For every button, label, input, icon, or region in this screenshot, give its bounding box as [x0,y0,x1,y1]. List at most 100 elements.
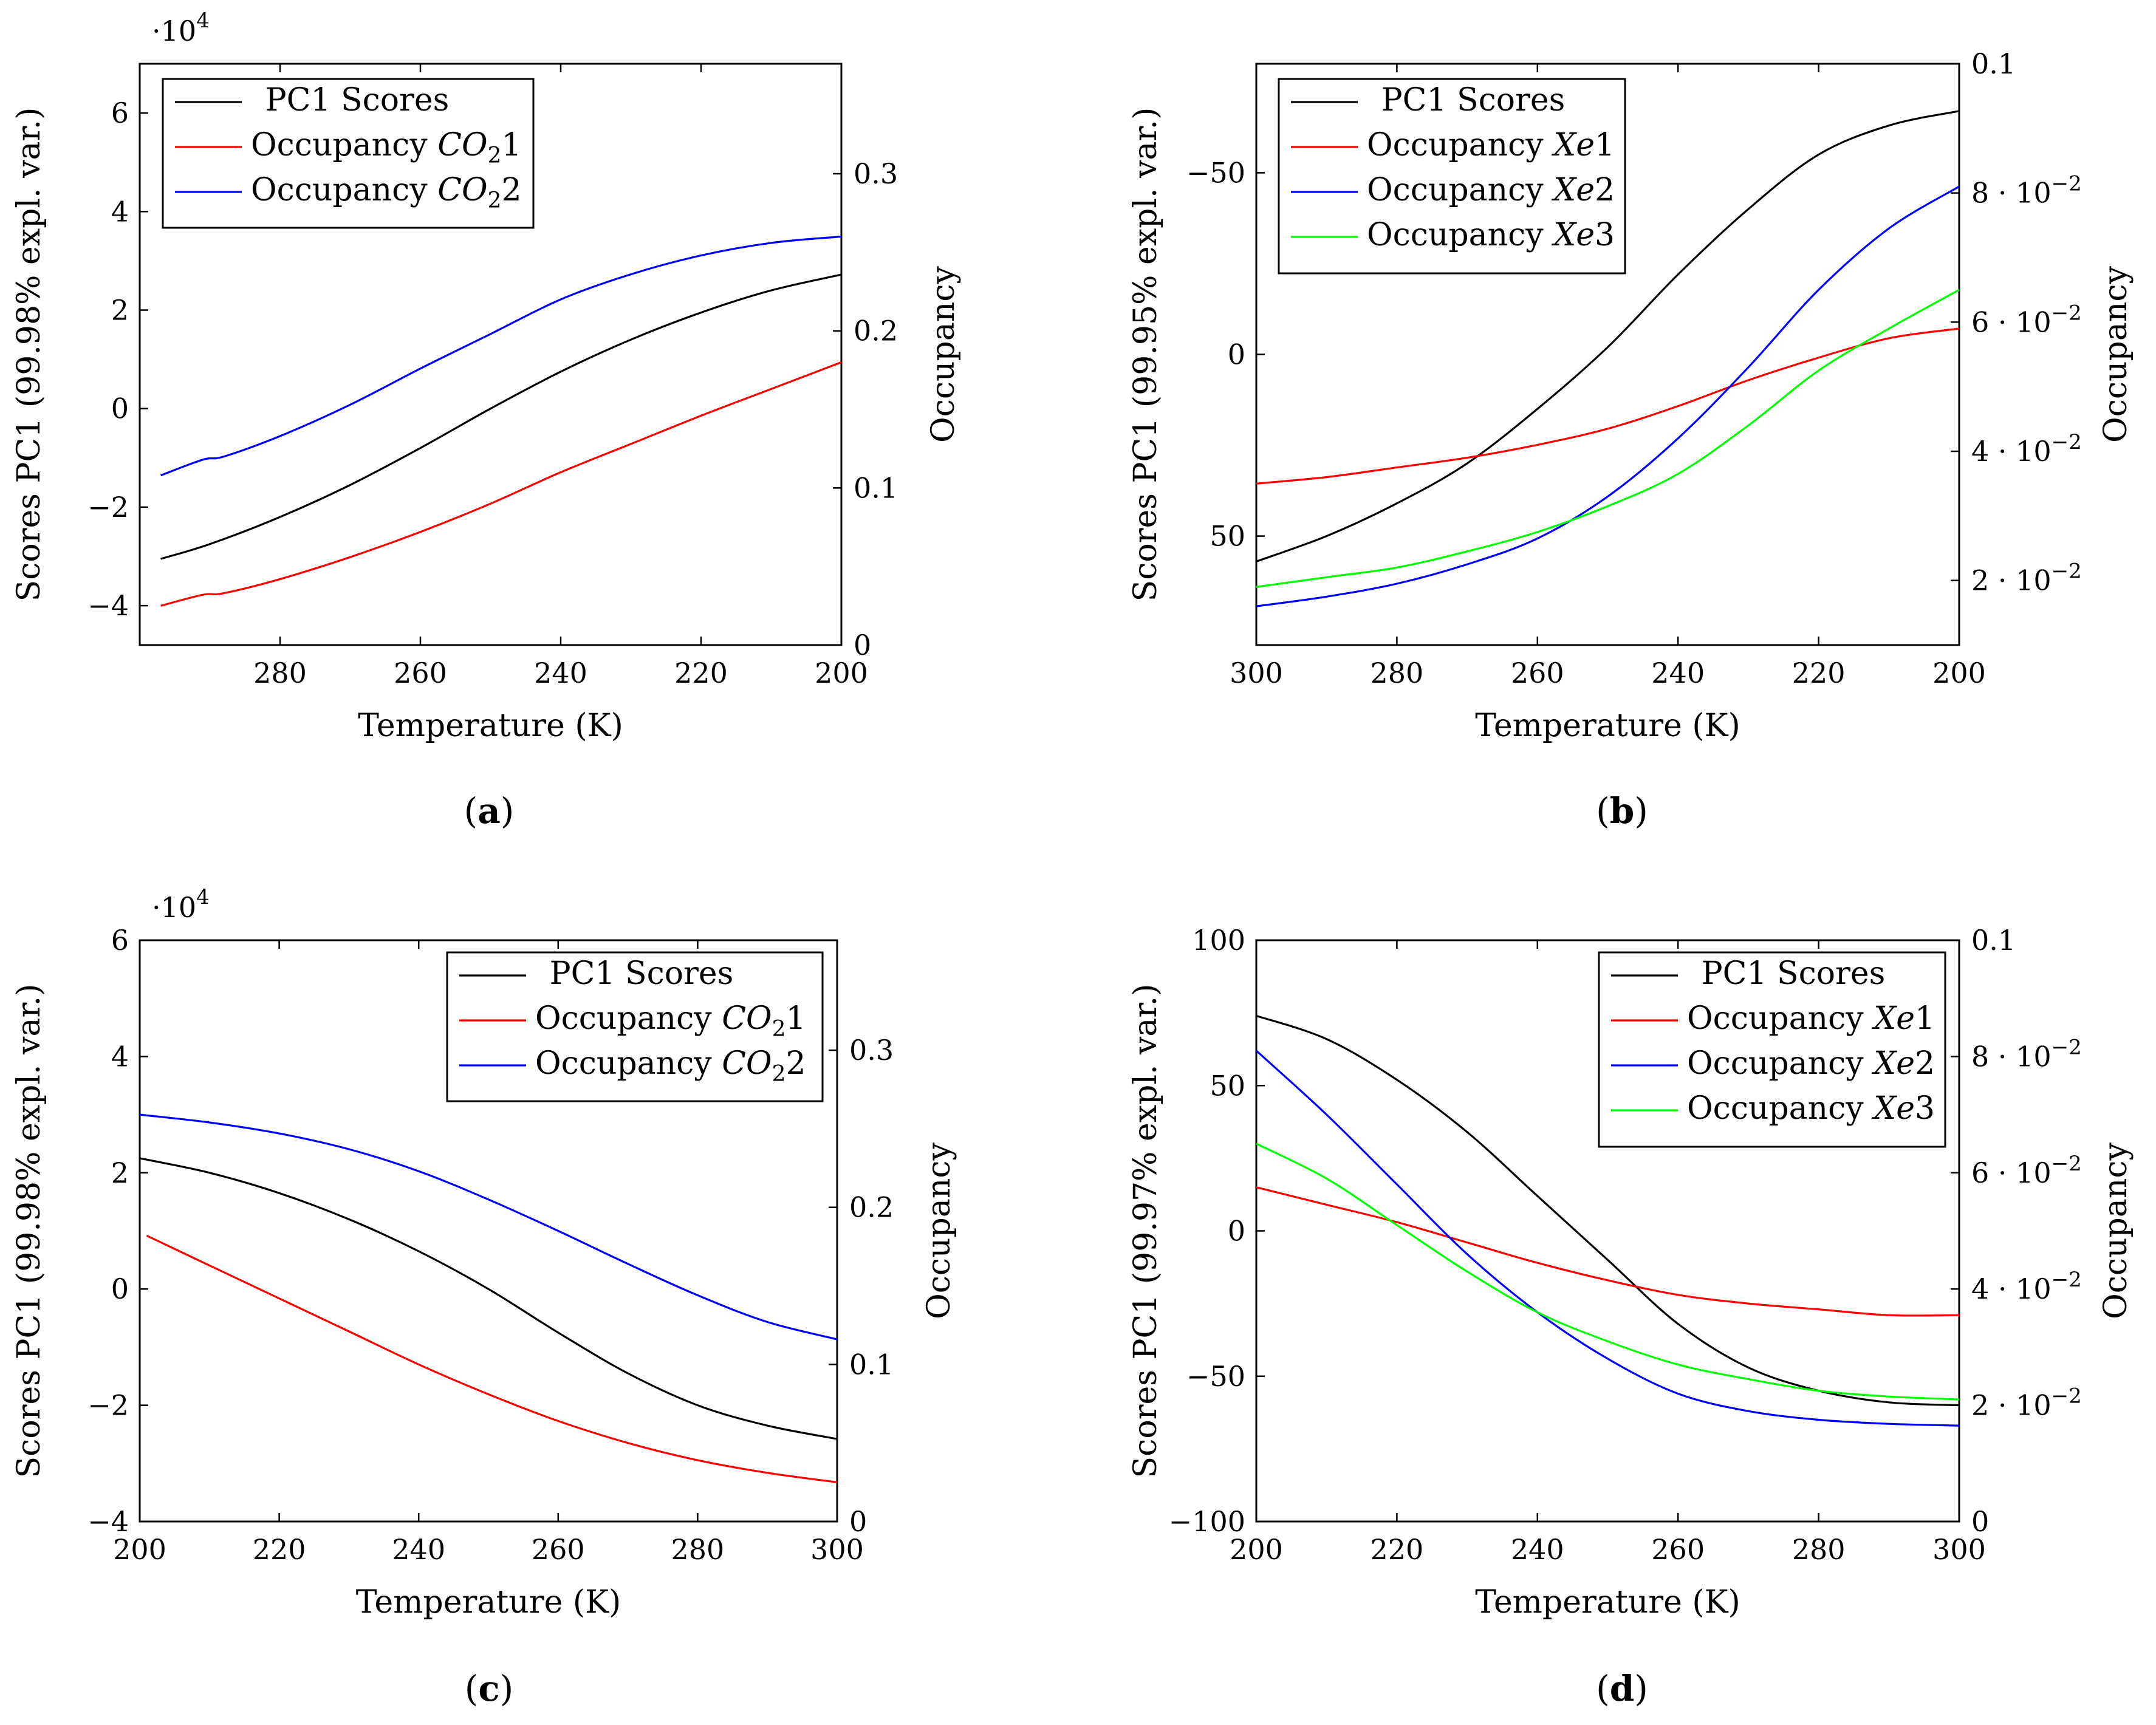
y2-tick-label: 8 · 10−2 [1971,172,2082,210]
series-line-4 [1256,1143,1960,1401]
y2-axis-label: Occupancy [2098,266,2134,443]
y-tick-label: 6 [111,97,129,129]
x-axis-label: Temperature (K) [358,708,623,744]
legend: PC1 Scores Occupancy Xe1 Occupancy Xe2 Occu… [1278,78,1626,275]
y2-tick-label: 0.2 [854,315,898,347]
x-tick-label: 280 [1370,657,1423,689]
y2-tick-label: 6 · 10−2 [1971,301,2082,338]
series-line-3 [1256,185,1960,607]
legend-label-italic: CO [722,1000,772,1037]
legend-label-italic: Xe [1551,127,1595,163]
y2-tick-label: 2 · 10−2 [1971,1384,2082,1422]
x-tick-label: 200 [113,1533,166,1566]
legend-label-subscript: 2 [488,188,502,213]
series-line-1 [1256,1014,1960,1407]
x-axis-label: Temperature (K) [1475,708,1740,744]
y-tick-label: −50 [1186,1360,1245,1393]
legend-label-italic: Xe [1551,217,1595,253]
plot-frame [139,63,843,646]
y-scale-exponent: 4 [196,9,210,33]
x-tick-label: 280 [1792,1533,1846,1566]
x-tick-label: 280 [253,657,307,689]
x-tick-label: 300 [1932,1533,1986,1566]
y2-tick-exponent: −2 [2052,1268,2082,1292]
legend-label-suffix: 2 [786,1045,806,1082]
y2-tick-exponent: −2 [2052,559,2082,584]
panel-caption: (b) [1596,790,1648,832]
y-tick-label: 50 [1210,1069,1245,1102]
series-line-2 [1256,1186,1960,1317]
y2-tick-exponent: −2 [2052,1035,2082,1059]
x-tick-label: 240 [1511,1533,1564,1566]
legend-label-italic: Xe [1871,1090,1915,1127]
series-line-4 [1256,289,1960,588]
y-tick-label: 2 [111,294,129,327]
y-axis-label: Scores PC1 (99.95% expl. var.) [1128,108,1164,602]
chart-panel-c: 200 220 240 260 280 300 −4 −2 0 2 4 6 0 0.1 0.2 0.3 ·104… [11,885,957,1709]
legend-label-italic: CO [722,1045,772,1082]
y2-tick-label: 2 · 10−2 [1971,559,2082,597]
legend-label-italic: CO [437,172,487,208]
x-tick-label: 220 [1370,1533,1423,1566]
legend-label-suffix: 1 [1595,127,1615,163]
legend-label-suffix: 2 [1595,172,1615,208]
panel-caption-close: ) [500,1668,514,1709]
x-tick-label: 260 [394,657,447,689]
series-line-2 [1256,327,1960,485]
y2-tick-exponent: −2 [2052,301,2082,325]
panel-caption-letter: a [477,790,501,832]
legend-box [162,78,535,229]
legend-label: Occupancy CO22 [535,1045,806,1087]
panel-caption-close: ) [501,790,515,832]
x-tick-label: 260 [1651,1533,1705,1566]
x-tick-label: 220 [1792,657,1846,689]
legend-label: Occupancy Xe1 [1367,127,1615,163]
y2-tick-exponent: −2 [2052,430,2082,454]
y-tick-label: 2 [111,1156,129,1189]
y-scale-label: ·104 [152,885,210,924]
x-tick-label: 220 [253,1533,306,1566]
y-tick-label: 6 [111,924,129,957]
y-axis-label: Scores PC1 (99.98% expl. var.) [11,984,47,1478]
y2-tick-exponent: −2 [2052,172,2082,196]
y2-tick-label: 0.3 [849,1034,894,1067]
panel-caption-close: ) [1634,790,1648,832]
y2-tick-label: 0 [1971,1505,1989,1538]
x-tick-label: 300 [1230,657,1283,689]
legend-label: Occupancy Xe2 [1687,1045,1935,1082]
panel-caption: (d) [1596,1668,1648,1709]
x-tick-label: 240 [1651,657,1705,689]
y-tick-label: 4 [111,195,129,228]
y2-tick-label: 0.1 [1971,924,2016,957]
y-scale-label: ·104 [152,9,210,47]
x-tick-label: 300 [810,1533,864,1566]
y2-axis-label: Occupancy [2098,1143,2134,1319]
x-tick-label: 280 [671,1533,724,1566]
legend-label-subscript: 2 [772,1062,786,1087]
y-tick-label: 4 [111,1040,129,1073]
x-tick-label: 200 [815,657,868,689]
y2-tick-label: 0 [849,1505,867,1538]
series-line-1 [160,273,842,560]
x-tick-label: 220 [674,657,728,689]
y2-tick-label: 0.3 [854,157,898,190]
series-line-2 [146,1234,838,1483]
y-tick-label: 0 [111,392,129,425]
legend-label: Occupancy CO22 [251,172,522,213]
panel-caption: (a) [464,790,515,832]
y2-tick-label: 4 · 10−2 [1971,1268,2082,1305]
legend-label-suffix: 2 [502,172,522,208]
legend-label: Occupancy Xe3 [1367,217,1615,253]
legend-label-suffix: 3 [1595,217,1615,253]
legend-label: PC1 Scores [550,955,734,992]
legend-label-subscript: 2 [772,1017,786,1042]
y2-axis-label: Occupancy [921,1143,957,1319]
series-line-1 [139,1157,838,1440]
y-tick-label: −2 [87,491,129,524]
panel-caption: (c) [465,1668,514,1709]
y-axis-label: Scores PC1 (99.97% expl. var.) [1128,984,1164,1478]
x-tick-label: 200 [1230,1533,1283,1566]
x-axis-label: Temperature (K) [356,1584,621,1621]
